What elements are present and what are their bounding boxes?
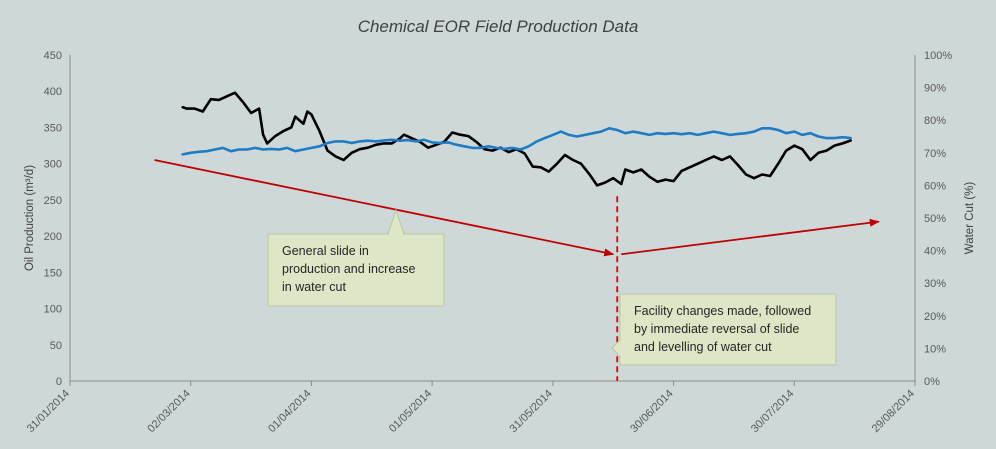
callout-slide-line: production and increase — [282, 262, 415, 276]
y-tick-label: 200 — [44, 231, 62, 243]
trend-up-arrow — [621, 218, 880, 256]
y2-tick-label: 40% — [924, 246, 946, 258]
y-axis-title: Oil Production (m³/d) — [24, 165, 36, 271]
chart-title: Chemical EOR Field Production Data — [358, 17, 639, 36]
callout-slide-line: in water cut — [282, 280, 346, 294]
y-tick-label: 100 — [44, 304, 62, 316]
y2-axis-title: Water Cut (%) — [964, 182, 976, 255]
callout-slide-box — [267, 208, 445, 307]
callout-facility-box — [611, 293, 837, 366]
y-tick-label: 400 — [44, 86, 62, 98]
y2-tick-label: 0% — [924, 376, 940, 388]
y2-tick-label: 20% — [924, 311, 946, 323]
y-tick-label: 450 — [44, 50, 62, 62]
callout-facility-line: by immediate reversal of slide — [634, 322, 799, 336]
y2-tick-label: 80% — [924, 115, 946, 127]
y2-tick-label: 70% — [924, 148, 946, 160]
y-tick-label: 250 — [44, 195, 62, 207]
y2-tick-label: 10% — [924, 343, 946, 355]
y2-tick-label: 50% — [924, 213, 946, 225]
series-layer — [181, 91, 852, 187]
y2-tick-label: 60% — [924, 180, 946, 192]
y-tick-label: 50 — [50, 340, 62, 352]
y2-tick-label: 30% — [924, 278, 946, 290]
y-tick-label: 0 — [56, 376, 62, 388]
y2-tick-label: 90% — [924, 83, 946, 95]
callout-facility-line: Facility changes made, followed — [634, 304, 811, 318]
water-cut-line — [181, 127, 852, 156]
callout-slide-line: General slide in — [282, 244, 369, 258]
y-tick-label: 350 — [44, 122, 62, 134]
y-tick-label: 300 — [44, 159, 62, 171]
callout-facility-line: and levelling of water cut — [634, 340, 772, 354]
annotation-layer: General slide in production and increase i… — [154, 159, 880, 381]
trend-down-arrow — [154, 159, 615, 257]
y-tick-label: 150 — [44, 267, 62, 279]
y2-tick-label: 100% — [924, 50, 952, 62]
